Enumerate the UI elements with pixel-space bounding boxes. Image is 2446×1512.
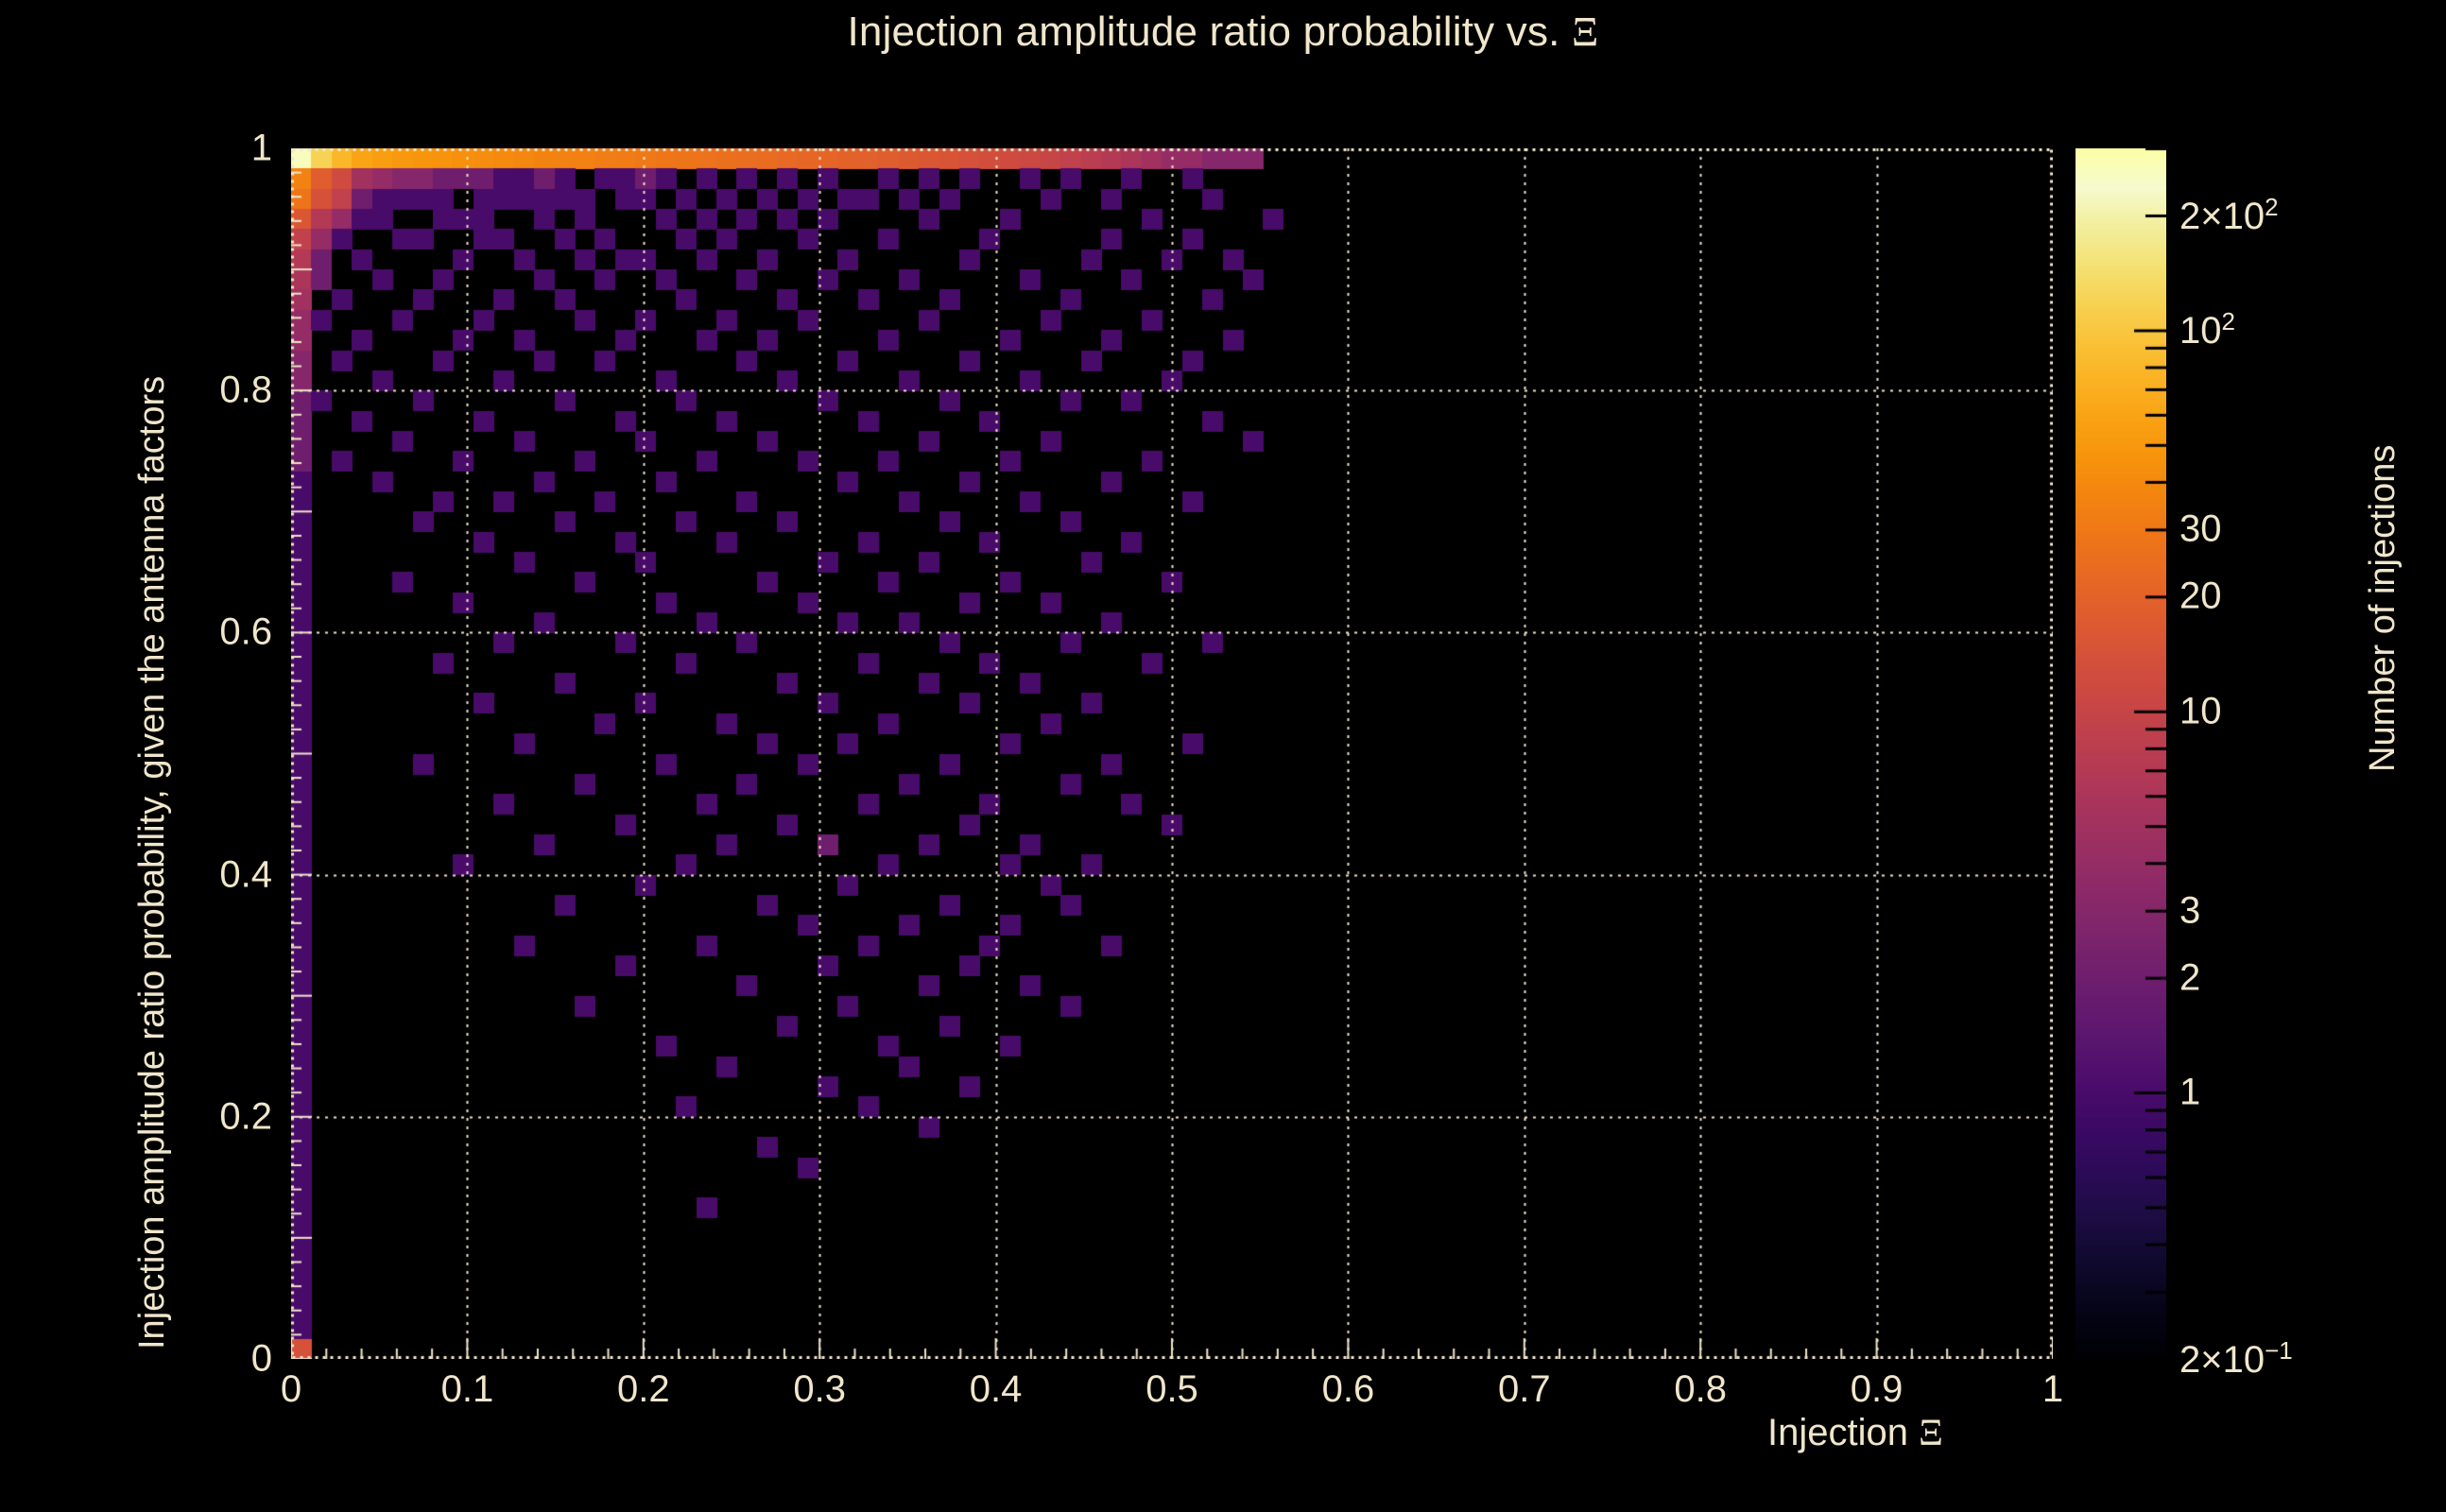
x-axis-label: Injection Ξ bbox=[1767, 1410, 1943, 1454]
x-tick-label: 1 bbox=[2041, 1368, 2064, 1410]
colorbar-title: Number of injections bbox=[2363, 445, 2403, 772]
y-tick-label: 1 bbox=[250, 127, 272, 169]
y-axis-label: Injection amplitude ratio probability, g… bbox=[132, 376, 173, 1349]
chart-title-text: Injection amplitude ratio probability vs… bbox=[847, 9, 1599, 55]
colorbar-gradient bbox=[2076, 148, 2166, 1359]
x-tick-label: 0.4 bbox=[969, 1368, 1023, 1410]
colorbar-tick-label: 3 bbox=[2179, 889, 2201, 932]
x-tick-label: 0 bbox=[280, 1368, 302, 1410]
x-tick-label: 0.8 bbox=[1674, 1368, 1727, 1410]
x-tick-label: 0.1 bbox=[440, 1368, 494, 1410]
heatmap-canvas bbox=[291, 148, 2053, 1359]
colorbar-tick-label: 2×102 bbox=[2179, 192, 2279, 238]
y-tick-label: 0.2 bbox=[219, 1095, 272, 1138]
colorbar-tick-label: 1 bbox=[2179, 1071, 2201, 1113]
colorbar bbox=[2076, 148, 2166, 1359]
x-tick-label: 0.7 bbox=[1497, 1368, 1551, 1410]
y-tick-label: 0.8 bbox=[219, 369, 272, 411]
colorbar-tick-label: 2 bbox=[2179, 956, 2201, 999]
plot-area bbox=[291, 148, 2053, 1359]
colorbar-title-text: Number of injections bbox=[2363, 444, 2403, 772]
colorbar-tick-label: 102 bbox=[2179, 307, 2235, 352]
colorbar-tick-label: 30 bbox=[2179, 507, 2222, 550]
y-tick-label: 0 bbox=[250, 1337, 272, 1380]
y-tick-label: 0.4 bbox=[219, 853, 272, 896]
x-tick-label: 0.9 bbox=[1850, 1368, 1903, 1410]
colorbar-tick-label: 20 bbox=[2179, 575, 2222, 617]
y-axis-label-text: Injection amplitude ratio probability, g… bbox=[132, 375, 172, 1349]
y-tick-label: 0.6 bbox=[219, 610, 272, 653]
colorbar-tick-label: 10 bbox=[2179, 690, 2222, 732]
x-tick-label: 0.6 bbox=[1321, 1368, 1375, 1410]
x-tick-label: 0.5 bbox=[1145, 1368, 1198, 1410]
x-tick-label: 0.2 bbox=[616, 1368, 670, 1410]
x-tick-label: 0.3 bbox=[793, 1368, 846, 1410]
colorbar-tick-label: 2×10−1 bbox=[2179, 1335, 2293, 1382]
x-axis-label-text: Injection Ξ bbox=[1767, 1411, 1943, 1453]
chart-title: Injection amplitude ratio probability vs… bbox=[0, 8, 2446, 56]
